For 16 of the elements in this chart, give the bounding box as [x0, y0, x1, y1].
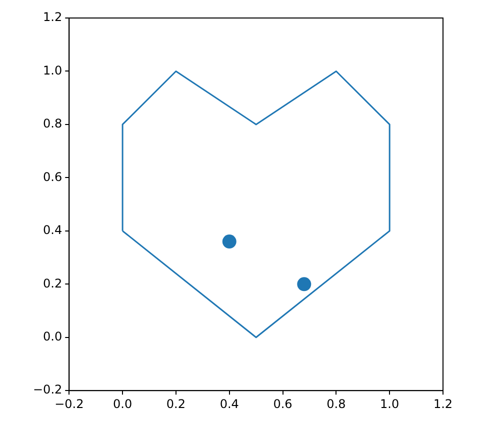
x-tick-label: 0.4 [220, 396, 239, 411]
y-tick-label: −0.2 [33, 382, 62, 397]
y-tick-label: 1.2 [43, 10, 62, 24]
x-tick-label: 1.0 [380, 396, 400, 411]
x-tick-label: 0.8 [326, 396, 346, 411]
x-tick-label: 0.6 [273, 396, 292, 411]
y-tick-label: 0.6 [43, 170, 62, 184]
y-tick-label: 0.0 [43, 329, 62, 344]
y-tick-label: 0.4 [43, 223, 62, 238]
x-tick-label: 1.2 [433, 396, 453, 411]
x-tick-label: −0.2 [54, 396, 84, 411]
y-tick-label: 1.0 [43, 63, 62, 78]
x-tick-label: 0.0 [113, 396, 132, 411]
x-tick-label: 0.2 [166, 396, 186, 411]
y-tick-label: 0.8 [43, 116, 62, 131]
y-tick-label: 0.2 [43, 276, 62, 290]
